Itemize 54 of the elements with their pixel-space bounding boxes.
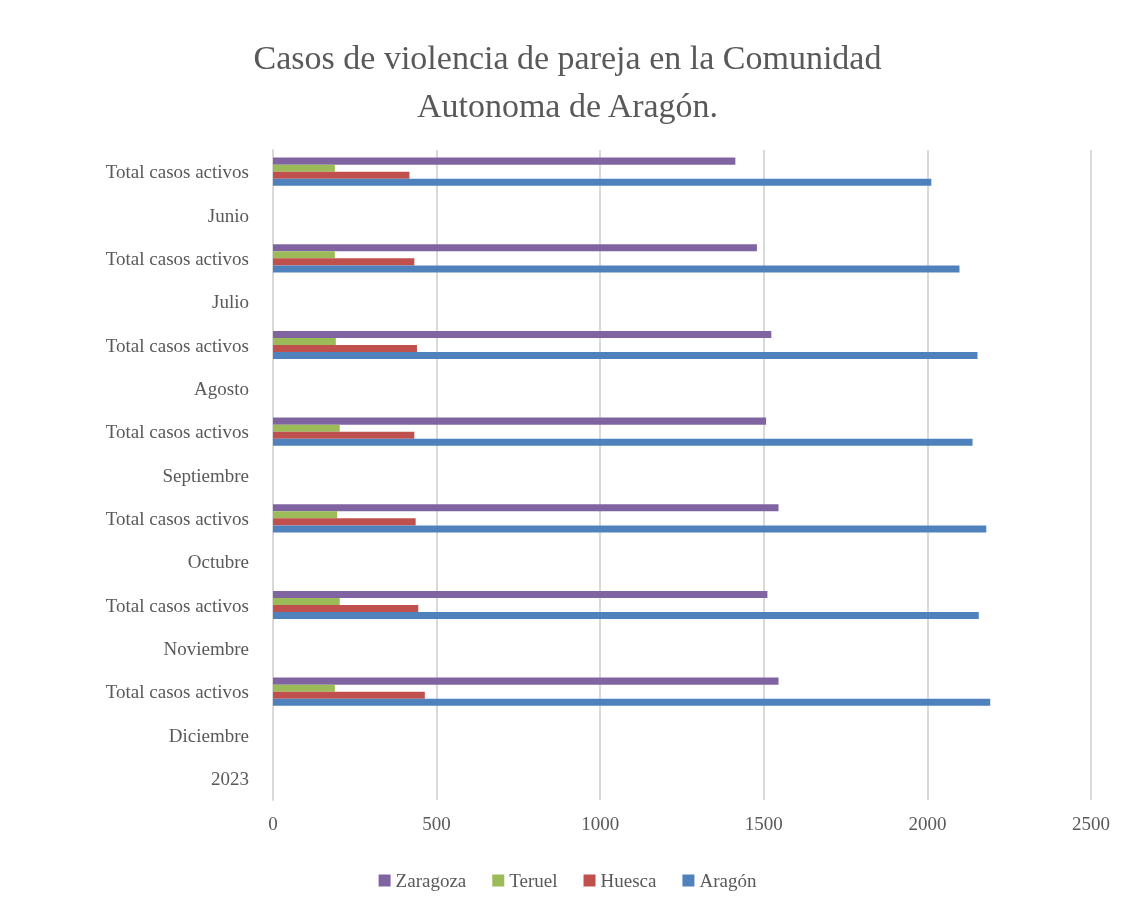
x-tick-label: 2500 (1072, 813, 1110, 834)
y-tick-label: Total casos activos (105, 507, 249, 529)
bar (273, 504, 779, 512)
bar (273, 171, 410, 179)
bar (273, 157, 736, 165)
bar (273, 431, 415, 439)
bar (273, 691, 425, 699)
x-tick-label: 500 (422, 813, 451, 834)
y-tick-label: Noviembre (163, 637, 249, 659)
bar (273, 677, 779, 685)
chart-title: Casos de violencia de pareja en la Comunidad Autonoma de Aragón. (253, 38, 882, 124)
bar (273, 511, 338, 519)
bar (273, 330, 772, 338)
bar (273, 518, 416, 526)
x-tick-label: 1500 (744, 813, 783, 834)
x-tick-label: 1000 (581, 813, 620, 834)
bar (273, 337, 336, 345)
y-tick-label: Octubre (187, 551, 249, 573)
y-tick-label: Total casos activos (105, 334, 249, 356)
y-tick-label: Agosto (194, 377, 249, 399)
bar (273, 590, 768, 598)
bar (273, 525, 987, 533)
y-tick-label: Total casos activos (105, 161, 249, 183)
bar (273, 417, 767, 425)
bar (273, 424, 340, 432)
legend-label: Aragón (699, 870, 757, 891)
bar (273, 244, 757, 252)
bar (273, 597, 340, 605)
x-tick-label: 2000 (908, 813, 947, 834)
legend-label: Huesca (600, 870, 657, 891)
legend-label: Teruel (509, 870, 558, 891)
bar (273, 612, 979, 620)
y-tick-label: Junio (207, 204, 249, 226)
y-tick-label: Septiembre (162, 464, 249, 486)
bar (273, 178, 932, 186)
bar (273, 251, 335, 259)
y-tick-label: Total casos activos (105, 681, 249, 703)
bar (273, 684, 335, 692)
y-tick-label: Total casos activos (105, 421, 249, 443)
bar (273, 352, 978, 360)
bar (273, 438, 973, 446)
y-tick-label: Julio (212, 291, 249, 313)
bar (273, 345, 417, 353)
bar (273, 164, 335, 172)
y-tick-label: Total casos activos (105, 594, 249, 616)
bar (273, 605, 419, 613)
bar (273, 698, 991, 706)
bar (273, 258, 415, 266)
x-tick-label: 0 (268, 813, 278, 834)
y-tick-label: Diciembre (168, 724, 249, 746)
y-tick-label: Total casos activos (105, 247, 249, 269)
legend-label: Zaragoza (395, 870, 467, 891)
y-tick-label: 2023 (211, 767, 249, 789)
bar (273, 265, 960, 273)
